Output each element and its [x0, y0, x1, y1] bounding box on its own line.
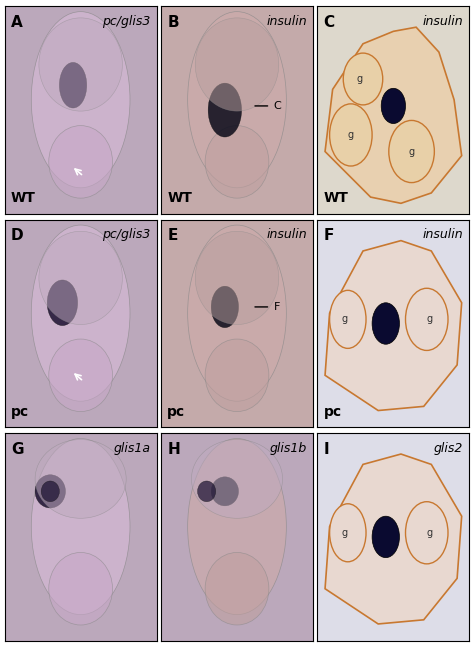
Text: g: g [427, 314, 433, 324]
Ellipse shape [49, 553, 112, 625]
Ellipse shape [49, 126, 112, 198]
Text: A: A [11, 15, 23, 30]
Text: WT: WT [324, 192, 348, 205]
Text: insulin: insulin [422, 228, 463, 241]
Text: g: g [427, 528, 433, 538]
Ellipse shape [205, 126, 269, 198]
Text: pc: pc [324, 405, 342, 419]
Text: WT: WT [167, 192, 192, 205]
Text: WT: WT [11, 192, 36, 205]
Text: C: C [273, 101, 281, 111]
Text: G: G [11, 442, 23, 457]
Ellipse shape [211, 477, 238, 506]
Ellipse shape [59, 62, 87, 108]
Ellipse shape [405, 501, 448, 564]
Text: insulin: insulin [266, 15, 307, 28]
Polygon shape [325, 454, 462, 624]
Ellipse shape [205, 339, 269, 411]
Text: g: g [342, 314, 348, 324]
Ellipse shape [191, 439, 283, 518]
Ellipse shape [329, 104, 372, 166]
Text: g: g [342, 528, 348, 538]
Ellipse shape [211, 286, 238, 327]
Polygon shape [325, 27, 462, 203]
Text: g: g [348, 130, 354, 140]
Ellipse shape [329, 504, 366, 562]
Polygon shape [325, 241, 462, 411]
Ellipse shape [205, 553, 269, 625]
Ellipse shape [372, 516, 400, 558]
Text: H: H [167, 442, 180, 457]
Text: insulin: insulin [266, 228, 307, 241]
Ellipse shape [49, 339, 112, 411]
Ellipse shape [188, 225, 286, 401]
Ellipse shape [41, 481, 59, 501]
Ellipse shape [39, 18, 122, 111]
Ellipse shape [405, 289, 448, 351]
Ellipse shape [372, 303, 400, 344]
Text: glis2: glis2 [434, 442, 463, 455]
Ellipse shape [188, 12, 286, 188]
Ellipse shape [31, 12, 130, 188]
Ellipse shape [195, 18, 279, 111]
Ellipse shape [39, 231, 122, 325]
Ellipse shape [198, 481, 216, 501]
Ellipse shape [47, 280, 78, 325]
Text: B: B [167, 15, 179, 30]
Ellipse shape [31, 439, 130, 615]
Text: D: D [11, 228, 23, 243]
Ellipse shape [188, 439, 286, 615]
Text: C: C [324, 15, 335, 30]
Ellipse shape [389, 120, 434, 182]
Text: pc/glis3: pc/glis3 [102, 228, 150, 241]
Text: glis1b: glis1b [270, 442, 307, 455]
Ellipse shape [35, 475, 65, 508]
Text: I: I [324, 442, 329, 457]
Ellipse shape [343, 53, 383, 105]
Text: insulin: insulin [422, 15, 463, 28]
Text: F: F [324, 228, 334, 243]
Text: pc: pc [167, 405, 185, 419]
Ellipse shape [35, 439, 126, 518]
Text: g: g [409, 146, 415, 157]
Text: pc/glis3: pc/glis3 [102, 15, 150, 28]
Ellipse shape [329, 291, 366, 348]
Ellipse shape [381, 89, 405, 124]
Ellipse shape [31, 225, 130, 401]
Text: glis1a: glis1a [113, 442, 150, 455]
Text: E: E [167, 228, 178, 243]
Ellipse shape [208, 83, 242, 137]
Ellipse shape [195, 231, 279, 325]
Text: F: F [273, 302, 280, 312]
Text: g: g [357, 74, 363, 84]
Text: pc: pc [11, 405, 29, 419]
